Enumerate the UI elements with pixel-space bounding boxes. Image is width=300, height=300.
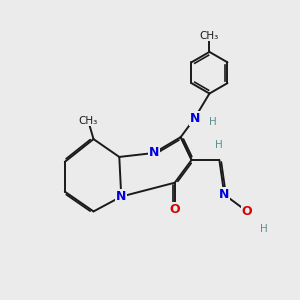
Text: H: H [208,117,216,127]
Text: CH₃: CH₃ [200,31,219,40]
Text: N: N [116,190,127,203]
Text: O: O [169,203,180,216]
Text: N: N [189,112,200,125]
Text: N: N [149,146,159,160]
Text: H: H [215,140,223,150]
Text: CH₃: CH₃ [79,116,98,126]
Text: O: O [242,205,252,218]
Text: N: N [219,188,230,201]
Text: H: H [260,224,268,234]
